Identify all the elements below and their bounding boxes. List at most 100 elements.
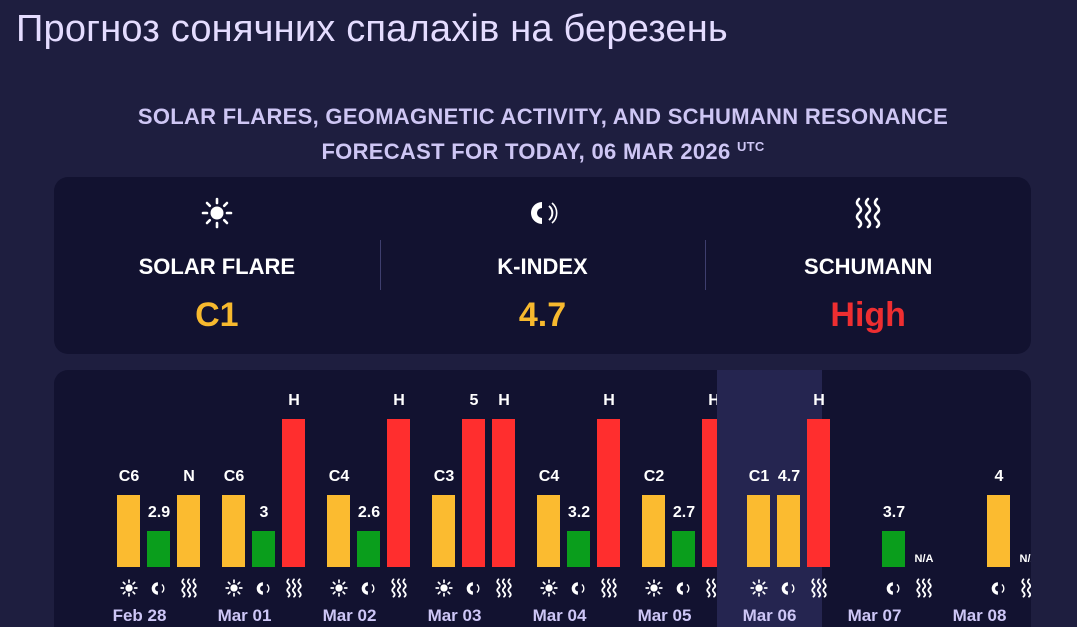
kindex-bar: [147, 531, 170, 567]
today-summary-card: SOLAR FLARE C1 K-INDEX 4.7 SCHUMANN High: [54, 177, 1031, 354]
day-date-label: Mar 07: [847, 606, 902, 625]
waves-icon: [387, 576, 410, 600]
sun-icon: [432, 576, 455, 600]
schumann-value-label: H: [708, 392, 720, 409]
sun-icon: [222, 576, 245, 600]
schumann-bar: [807, 419, 830, 567]
metric-label: K-INDEX: [497, 254, 588, 279]
metric-value: High: [830, 296, 906, 334]
schumann-bar: [492, 419, 515, 567]
magnet-icon: [672, 576, 695, 600]
day-date-label: Mar 06: [742, 606, 797, 625]
schumann-value-label: N/A: [1019, 553, 1031, 565]
day-column: C4 3.2 H Mar 04: [507, 370, 620, 627]
day-date-label: Mar 02: [322, 606, 377, 625]
kindex-value-label: 2.6: [357, 504, 381, 521]
day-column: C2 2.7 H Mar 05: [612, 370, 725, 627]
flare-bar: [327, 495, 350, 567]
day-date-label: Feb 28: [112, 606, 167, 625]
sun-icon: [54, 197, 380, 229]
magnet-icon: [777, 576, 800, 600]
divider: [379, 240, 381, 290]
magnet-icon: [380, 197, 706, 229]
schumann-value-label: N/A: [914, 553, 934, 565]
day-date-label: Mar 01: [217, 606, 272, 625]
flare-value-label: C6: [118, 468, 140, 485]
flare-bar: [747, 495, 770, 567]
flare-bar: [537, 495, 560, 567]
schumann-value-label: H: [498, 392, 510, 409]
waves-icon: [177, 576, 200, 600]
waves-icon: [807, 576, 830, 600]
kindex-bar: [252, 531, 275, 567]
day-column: C3 5 H Mar 03: [402, 370, 515, 627]
day-column: C4 2.6 H Mar 02: [297, 370, 410, 627]
flare-bar: [642, 495, 665, 567]
day-column: C6 3 H Mar 01: [192, 370, 305, 627]
flare-value-label: C1: [748, 468, 770, 485]
kindex-bar: [567, 531, 590, 567]
forecast-subtitle: SOLAR FLARES, GEOMAGNETIC ACTIVITY, AND …: [0, 102, 1077, 167]
day-date-label: Mar 08: [952, 606, 1007, 625]
kindex-bar: [357, 531, 380, 567]
kindex-value-label: 2.9: [147, 504, 171, 521]
flare-value-label: C4: [538, 468, 560, 485]
flare-bar: [432, 495, 455, 567]
daily-forecast-panel: C6 2.9 N Feb 28 C6 3 H Mar 01 C4 2.6 H Mar 02 C3 5 H Ma…: [54, 370, 1031, 627]
waves-icon: [1017, 576, 1031, 600]
day-column: [54, 370, 87, 627]
flare-bar: [117, 495, 140, 567]
sun-icon: [642, 576, 665, 600]
magnet-icon: [252, 576, 275, 600]
utc-label: UTC: [736, 139, 765, 154]
metric-value: C1: [195, 296, 239, 334]
kindex-value-label: 3.7: [882, 504, 906, 521]
kindex-bar: [462, 419, 485, 567]
kindex-bar: [777, 495, 800, 567]
magnet-icon: [462, 576, 485, 600]
schumann-bar: [387, 419, 410, 567]
sun-icon: [327, 576, 350, 600]
sun-icon: [117, 576, 140, 600]
page-title: Прогноз сонячних спалахів на березень: [16, 8, 728, 50]
kindex-value-label: 4.7: [777, 468, 801, 485]
schumann-value-label: H: [603, 392, 615, 409]
waves-icon: [705, 197, 1031, 229]
magnet-icon: [882, 576, 905, 600]
schumann-value-label: H: [813, 392, 825, 409]
divider: [705, 240, 707, 290]
flare-value-label: C3: [433, 468, 455, 485]
waves-icon: [492, 576, 515, 600]
day-column: 4 N/A Mar 08: [927, 370, 1031, 627]
metric-solar-flare: SOLAR FLARE C1: [54, 177, 380, 354]
flare-bar: [222, 495, 245, 567]
sun-icon: [537, 576, 560, 600]
schumann-value-label: N: [183, 468, 195, 485]
metric-schumann: SCHUMANN High: [705, 177, 1031, 354]
schumann-bar: [177, 495, 200, 567]
day-date-label: Mar 04: [532, 606, 587, 625]
schumann-value-label: H: [393, 392, 405, 409]
kindex-bar: [882, 531, 905, 567]
sun-icon: [747, 576, 770, 600]
schumann-bar: [282, 419, 305, 567]
subtitle-line-2: FORECAST FOR TODAY, 06 MAR 2026: [321, 139, 731, 164]
kindex-value-label: 3.2: [567, 504, 591, 521]
magnet-icon: [987, 576, 1010, 600]
kindex-value-label: 4: [994, 468, 1004, 485]
day-column: 3.7 N/A Mar 07: [822, 370, 934, 627]
metric-k-index: K-INDEX 4.7: [379, 177, 706, 354]
schumann-bar: [597, 419, 620, 567]
kindex-value-label: 3: [259, 504, 269, 521]
day-column: C6 2.9 N Feb 28: [87, 370, 200, 627]
flare-value-label: C4: [328, 468, 350, 485]
kindex-value-label: 2.7: [672, 504, 696, 521]
flare-value-label: C6: [223, 468, 245, 485]
kindex-bar: [987, 495, 1010, 567]
magnet-icon: [567, 576, 590, 600]
kindex-bar: [672, 531, 695, 567]
waves-icon: [912, 576, 935, 600]
flare-value-label: C2: [643, 468, 665, 485]
day-column: C1 4.7 H Mar 06: [717, 370, 830, 627]
metric-value: 4.7: [518, 296, 567, 334]
